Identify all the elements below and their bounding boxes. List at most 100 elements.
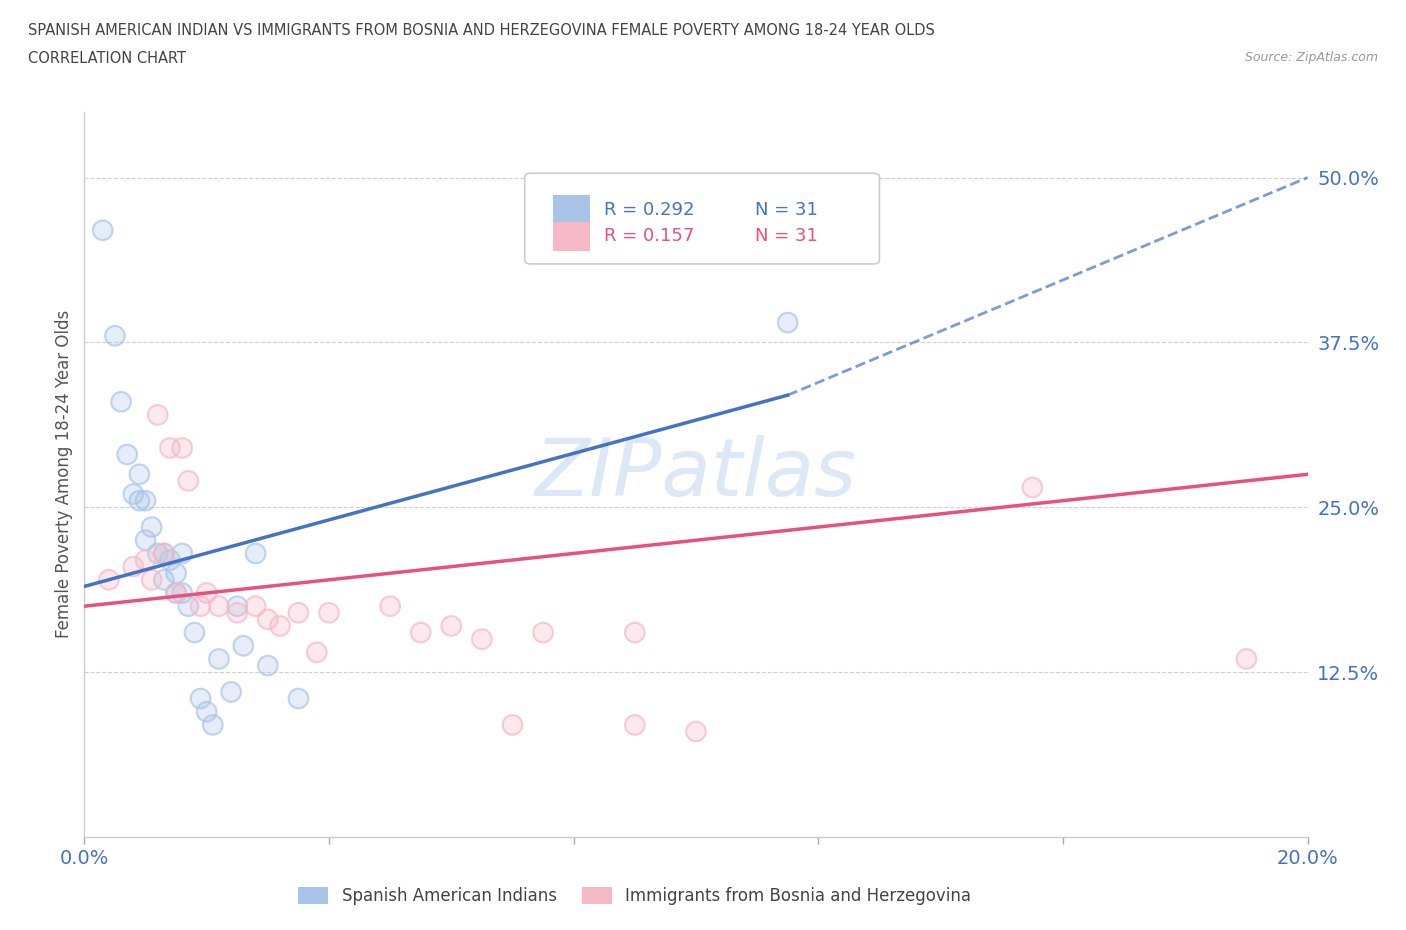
Point: [305, 644, 328, 659]
Point: [287, 605, 309, 620]
Point: [135, 552, 157, 567]
Point: [165, 586, 187, 601]
Point: [257, 612, 280, 627]
Point: [685, 724, 707, 739]
Point: [135, 493, 157, 508]
Point: [190, 691, 212, 706]
FancyBboxPatch shape: [524, 173, 880, 264]
Point: [380, 599, 402, 614]
Point: [257, 658, 280, 673]
Point: [195, 704, 218, 719]
Point: [153, 546, 176, 561]
Point: [287, 691, 309, 706]
Point: [195, 704, 218, 719]
Point: [172, 441, 194, 456]
Point: [1234, 652, 1257, 667]
Point: [128, 493, 150, 508]
Point: [141, 572, 163, 587]
Point: [91, 223, 114, 238]
Point: [177, 473, 200, 488]
Point: [232, 638, 254, 653]
Point: [1021, 480, 1043, 495]
Point: [122, 486, 145, 501]
Point: [122, 559, 145, 574]
Point: [208, 599, 231, 614]
Point: [226, 599, 249, 614]
Point: [624, 625, 647, 640]
Point: [172, 546, 194, 561]
Point: [146, 546, 169, 561]
Point: [115, 447, 138, 462]
Point: [531, 625, 554, 640]
Bar: [553, 195, 589, 224]
Point: [183, 625, 205, 640]
Point: [195, 586, 218, 601]
Text: Source: ZipAtlas.com: Source: ZipAtlas.com: [1244, 51, 1378, 64]
Point: [409, 625, 432, 640]
Point: [141, 572, 163, 587]
Point: [159, 552, 181, 567]
Point: [269, 618, 291, 633]
Point: [135, 533, 157, 548]
Point: [141, 520, 163, 535]
Point: [201, 717, 224, 732]
Point: [245, 599, 267, 614]
Point: [146, 407, 169, 422]
Point: [97, 572, 120, 587]
Point: [257, 612, 280, 627]
Text: ZIPatlas: ZIPatlas: [534, 435, 858, 513]
Point: [165, 586, 187, 601]
Point: [776, 315, 799, 330]
Point: [245, 546, 267, 561]
Point: [146, 407, 169, 422]
Point: [624, 717, 647, 732]
Point: [135, 552, 157, 567]
Point: [245, 599, 267, 614]
Point: [153, 546, 176, 561]
Point: [1021, 480, 1043, 495]
Point: [219, 684, 242, 699]
Text: SPANISH AMERICAN INDIAN VS IMMIGRANTS FROM BOSNIA AND HERZEGOVINA FEMALE POVERTY: SPANISH AMERICAN INDIAN VS IMMIGRANTS FR…: [28, 23, 935, 38]
Point: [409, 625, 432, 640]
Point: [287, 691, 309, 706]
Text: R = 0.157: R = 0.157: [605, 227, 695, 246]
Point: [128, 467, 150, 482]
Point: [128, 493, 150, 508]
Point: [195, 586, 218, 601]
Point: [153, 546, 176, 561]
Point: [141, 520, 163, 535]
Point: [172, 441, 194, 456]
Point: [776, 315, 799, 330]
Point: [172, 586, 194, 601]
Point: [201, 717, 224, 732]
Point: [380, 599, 402, 614]
Point: [153, 572, 176, 587]
Point: [91, 223, 114, 238]
Point: [208, 652, 231, 667]
Point: [122, 559, 145, 574]
Point: [110, 394, 132, 409]
Point: [232, 638, 254, 653]
Text: CORRELATION CHART: CORRELATION CHART: [28, 51, 186, 66]
Point: [172, 586, 194, 601]
Text: N = 31: N = 31: [755, 227, 817, 246]
Point: [471, 631, 494, 646]
Point: [318, 605, 340, 620]
Point: [153, 572, 176, 587]
Point: [115, 447, 138, 462]
Point: [245, 546, 267, 561]
Point: [165, 565, 187, 580]
Point: [135, 493, 157, 508]
Point: [305, 644, 328, 659]
Point: [1234, 652, 1257, 667]
Point: [104, 328, 127, 343]
Point: [159, 441, 181, 456]
Point: [135, 533, 157, 548]
Point: [226, 599, 249, 614]
Point: [502, 717, 524, 732]
Point: [502, 717, 524, 732]
Text: N = 31: N = 31: [755, 201, 817, 219]
Point: [183, 625, 205, 640]
Point: [226, 605, 249, 620]
Point: [440, 618, 463, 633]
